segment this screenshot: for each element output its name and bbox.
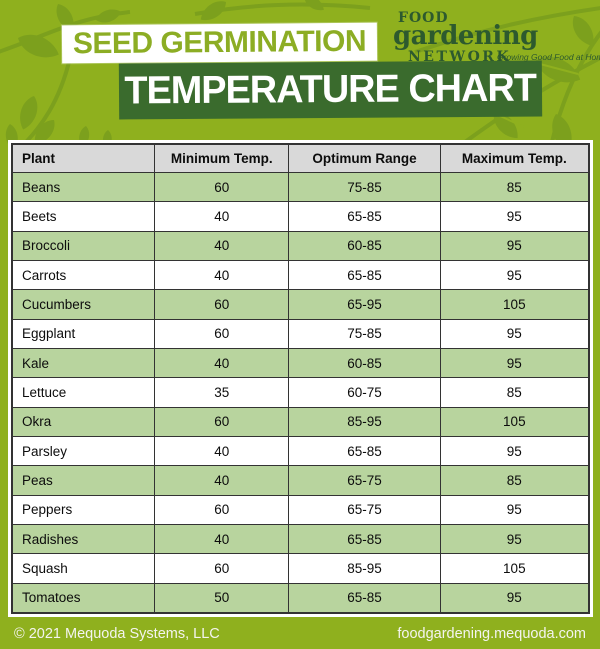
cell-value: 60	[154, 553, 290, 584]
table-row: Kale 40 60-85 95	[11, 347, 590, 379]
cell-value: 75-85	[288, 171, 441, 203]
cell-plant: Radishes	[11, 523, 156, 555]
cell-value: 95	[439, 582, 590, 614]
table-row: Eggplant 60 75-85 95	[11, 318, 590, 349]
food-gardening-network-logo: FOOD gardening NETWORK Growing Good Food…	[393, 10, 600, 65]
cell-value: 65-85	[288, 259, 441, 291]
cell-plant: Cucumbers	[11, 289, 156, 320]
cell-value: 40	[154, 201, 290, 232]
germination-table-body: Beans 60 75-85 85 Beets 40 65-85 95 Broccoli 40 60…	[11, 171, 590, 614]
table-row: Beans 60 75-85 85	[11, 171, 590, 203]
cell-value: 65-85	[288, 201, 441, 232]
cell-value: 65-85	[288, 435, 441, 467]
page-subtitle: TEMPERATURE CHART	[124, 66, 537, 113]
germination-table: Plant Minimum Temp. Optimum Range Maximu…	[11, 143, 590, 614]
cell-value: 85	[439, 171, 590, 203]
logo-word-food: FOOD	[398, 10, 449, 26]
table-row: Radishes 40 65-85 95	[11, 523, 590, 555]
cell-value: 60-85	[288, 347, 441, 379]
cell-value: 40	[154, 435, 290, 467]
cell-value: 95	[439, 494, 590, 525]
logo-tagline: Growing Good Food at Home	[497, 52, 600, 62]
table-row: Peas 40 65-75 85	[11, 465, 590, 496]
cell-value: 60	[154, 318, 290, 349]
table-row: Okra 60 85-95 105	[11, 406, 590, 437]
column-header-plant: Plant	[11, 143, 156, 173]
cell-plant: Peas	[11, 465, 156, 496]
cell-value: 65-85	[288, 523, 441, 555]
cell-value: 105	[439, 553, 590, 584]
website-text: foodgardening.mequoda.com	[397, 625, 586, 642]
cell-value: 85	[439, 465, 590, 496]
cell-plant: Parsley	[11, 435, 156, 467]
cell-value: 95	[439, 318, 590, 349]
germination-table-frame: Plant Minimum Temp. Optimum Range Maximu…	[8, 140, 593, 617]
page-title: SEED GERMINATION	[72, 24, 367, 61]
table-row: Broccoli 40 60-85 95	[11, 230, 590, 261]
cell-value: 105	[439, 406, 590, 437]
cell-value: 60	[154, 494, 290, 525]
cell-value: 95	[439, 347, 590, 379]
cell-value: 65-95	[288, 289, 441, 320]
cell-plant: Beets	[11, 201, 156, 232]
table-row: Cucumbers 60 65-95 105	[11, 289, 590, 320]
cell-value: 40	[154, 259, 290, 291]
table-row: Squash 60 85-95 105	[11, 553, 590, 584]
logo-word-network: NETWORK	[408, 49, 512, 65]
cell-value: 95	[439, 523, 590, 555]
cell-value: 35	[154, 377, 290, 408]
cell-value: 65-75	[288, 465, 441, 496]
cell-value: 65-85	[288, 582, 441, 614]
cell-plant: Beans	[11, 171, 156, 203]
cell-value: 85	[439, 377, 590, 408]
cell-plant: Okra	[11, 406, 156, 437]
cell-value: 85-95	[288, 553, 441, 584]
cell-value: 105	[439, 289, 590, 320]
cell-value: 60	[154, 289, 290, 320]
cell-value: 60	[154, 406, 290, 437]
cell-value: 40	[154, 347, 290, 379]
table-row: Peppers 60 65-75 95	[11, 494, 590, 525]
cell-value: 40	[154, 523, 290, 555]
cell-value: 75-85	[288, 318, 441, 349]
cell-value: 60-75	[288, 377, 441, 408]
logo-word-gardening: gardening	[393, 21, 538, 51]
title-banner: SEED GERMINATION	[61, 22, 378, 64]
table-header-row: Plant Minimum Temp. Optimum Range Maximu…	[11, 143, 590, 173]
cell-value: 40	[154, 465, 290, 496]
column-header-maximum-temp: Maximum Temp.	[439, 143, 590, 173]
cell-plant: Broccoli	[11, 230, 156, 261]
cell-value: 50	[154, 582, 290, 614]
table-row: Beets 40 65-85 95	[11, 201, 590, 232]
cell-value: 95	[439, 259, 590, 291]
table-row: Lettuce 35 60-75 85	[11, 377, 590, 408]
column-header-minimum-temp: Minimum Temp.	[154, 143, 290, 173]
cell-value: 95	[439, 201, 590, 232]
copyright-text: © 2021 Mequoda Systems, LLC	[14, 625, 220, 642]
cell-plant: Lettuce	[11, 377, 156, 408]
cell-value: 60	[154, 171, 290, 203]
cell-value: 60-85	[288, 230, 441, 261]
subtitle-banner: TEMPERATURE CHART	[118, 60, 543, 120]
table-row: Tomatoes 50 65-85 95	[11, 582, 590, 614]
cell-value: 95	[439, 230, 590, 261]
cell-value: 95	[439, 435, 590, 467]
cell-plant: Squash	[11, 553, 156, 584]
cell-value: 40	[154, 230, 290, 261]
cell-plant: Eggplant	[11, 318, 156, 349]
footer-bar: © 2021 Mequoda Systems, LLC foodgardenin…	[0, 618, 600, 649]
cell-plant: Peppers	[11, 494, 156, 525]
column-header-optimum-range: Optimum Range	[288, 143, 441, 173]
cell-plant: Kale	[11, 347, 156, 379]
cell-value: 85-95	[288, 406, 441, 437]
table-row: Carrots 40 65-85 95	[11, 259, 590, 291]
cell-value: 65-75	[288, 494, 441, 525]
cell-plant: Tomatoes	[11, 582, 156, 614]
table-row: Parsley 40 65-85 95	[11, 435, 590, 467]
cell-plant: Carrots	[11, 259, 156, 291]
